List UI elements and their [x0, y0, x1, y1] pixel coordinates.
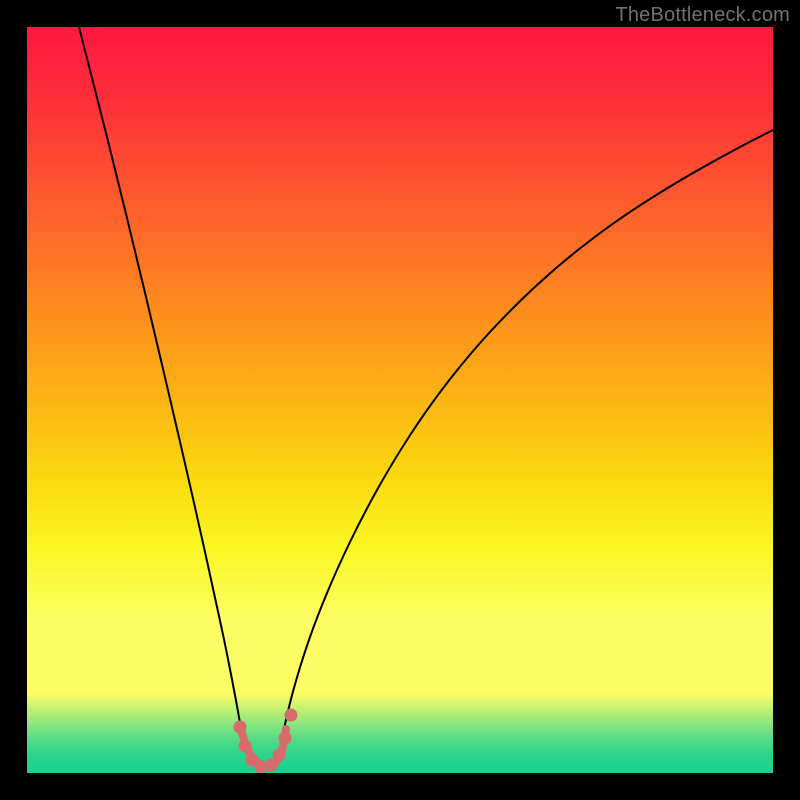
valley-marker [279, 732, 292, 745]
watermark-text: TheBottleneck.com [615, 4, 790, 27]
valley-marker [239, 740, 252, 753]
curve-left-branch [79, 27, 241, 729]
plot-area [27, 27, 773, 773]
valley-marker [285, 709, 298, 722]
valley-marker [234, 721, 247, 734]
valley-marker [273, 749, 286, 762]
bottleneck-curve [27, 27, 773, 773]
chart-frame: TheBottleneck.com [0, 0, 800, 800]
valley-markers [234, 709, 298, 774]
curve-right-branch [284, 130, 773, 729]
